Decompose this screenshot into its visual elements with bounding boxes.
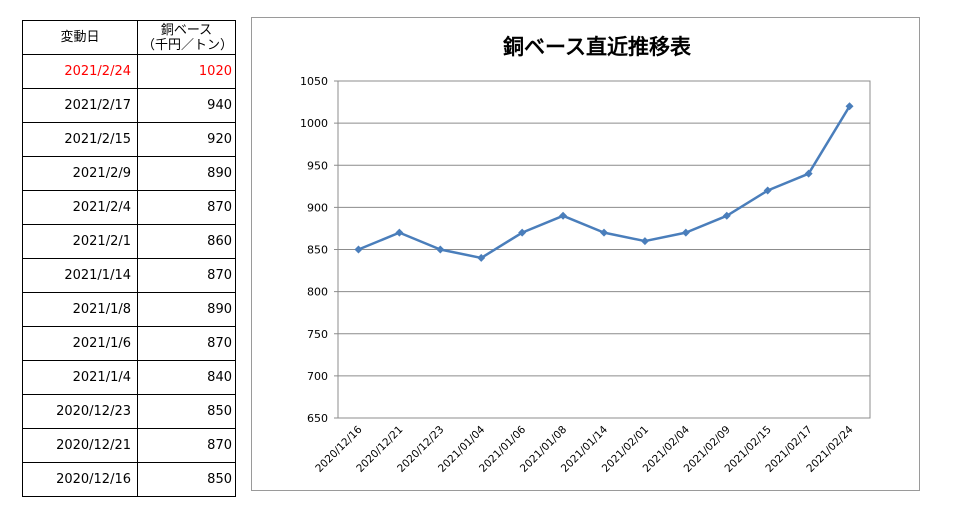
date-cell: 2021/1/8 [22, 292, 138, 327]
price-cell: 840 [137, 360, 236, 395]
date-cell: 2020/12/16 [22, 462, 138, 497]
data-point [845, 102, 854, 111]
price-cell: 860 [137, 224, 236, 259]
table-row: 2021/2/24 1020 [22, 54, 236, 89]
table-row: 2021/2/4 870 [22, 190, 236, 225]
date-cell: 2021/2/17 [22, 88, 138, 123]
data-point [681, 228, 690, 237]
header-date: 変動日 [22, 20, 138, 55]
price-cell: 890 [137, 292, 236, 327]
table-row: 2020/12/23 850 [22, 394, 236, 429]
date-cell: 2020/12/23 [22, 394, 138, 429]
line-chart: 銅ベース直近推移表 650700750800850900950100010502… [300, 35, 871, 475]
price-cell: 870 [137, 428, 236, 463]
data-point [804, 169, 813, 178]
y-tick-label: 700 [307, 370, 328, 383]
y-tick-label: 850 [307, 244, 328, 257]
price-cell: 1020 [137, 54, 236, 89]
table-header-row: 変動日 銅ベース （千円／トン） [22, 20, 236, 55]
header-price-line: 銅ベース [160, 22, 213, 38]
date-cell: 2020/12/21 [22, 428, 138, 463]
price-table: 変動日 銅ベース （千円／トン） 2021/2/24 1020 2021/2/17 94… [22, 20, 236, 497]
data-point [559, 211, 568, 220]
table-row: 2021/2/17 940 [22, 88, 236, 123]
table-row: 2020/12/16 850 [22, 462, 236, 497]
chart-area: 銅ベース直近推移表 650 700 750 800 850 900 950 1000 1050 2… [251, 17, 920, 491]
y-tick-label: 1050 [300, 75, 328, 88]
table-row: 2021/2/15 920 [22, 122, 236, 157]
data-point [436, 245, 445, 254]
price-cell: 870 [137, 258, 236, 293]
price-cell: 940 [137, 88, 236, 123]
price-cell: 890 [137, 156, 236, 191]
date-cell: 2021/1/6 [22, 326, 138, 361]
date-cell: 2021/1/14 [22, 258, 138, 293]
date-cell: 2021/2/1 [22, 224, 138, 259]
y-tick-label: 650 [307, 412, 328, 425]
table-row: 2021/1/4 840 [22, 360, 236, 395]
data-point [518, 228, 527, 237]
date-cell: 2021/2/24 [22, 54, 138, 89]
table-row: 2020/12/21 870 [22, 428, 236, 463]
price-cell: 870 [137, 326, 236, 361]
data-point [763, 186, 772, 195]
data-point [600, 228, 608, 237]
data-point [354, 245, 363, 254]
table-row: 2021/1/14 870 [22, 258, 236, 293]
data-point [395, 228, 404, 237]
table-row: 2021/2/9 890 [22, 156, 236, 191]
date-cell: 2021/2/4 [22, 190, 138, 225]
y-tick-label: 750 [307, 328, 328, 341]
data-point [640, 237, 649, 246]
y-tick-label: 1000 [300, 117, 328, 130]
header-price: 銅ベース （千円／トン） [137, 20, 236, 55]
data-point [477, 253, 486, 262]
data-point [722, 211, 731, 220]
price-cell: 850 [137, 394, 236, 429]
price-cell: 850 [137, 462, 236, 497]
header-price-line: （千円／トン） [142, 37, 234, 53]
price-cell: 920 [137, 122, 236, 157]
chart-title: 銅ベース直近推移表 [503, 35, 692, 59]
table-row: 2021/2/1 860 [22, 224, 236, 259]
y-tick-label: 800 [307, 286, 328, 299]
table-body: 2021/2/24 1020 2021/2/17 940 2021/2/15 920 202… [22, 54, 236, 497]
date-cell: 2021/2/15 [22, 122, 138, 157]
date-cell: 2021/2/9 [22, 156, 138, 191]
price-cell: 870 [137, 190, 236, 225]
table-row: 2021/1/6 870 [22, 326, 236, 361]
date-cell: 2021/1/4 [22, 360, 138, 395]
y-tick-label: 900 [307, 201, 328, 214]
y-tick-label: 950 [307, 159, 328, 172]
table-row: 2021/1/8 890 [22, 292, 236, 327]
